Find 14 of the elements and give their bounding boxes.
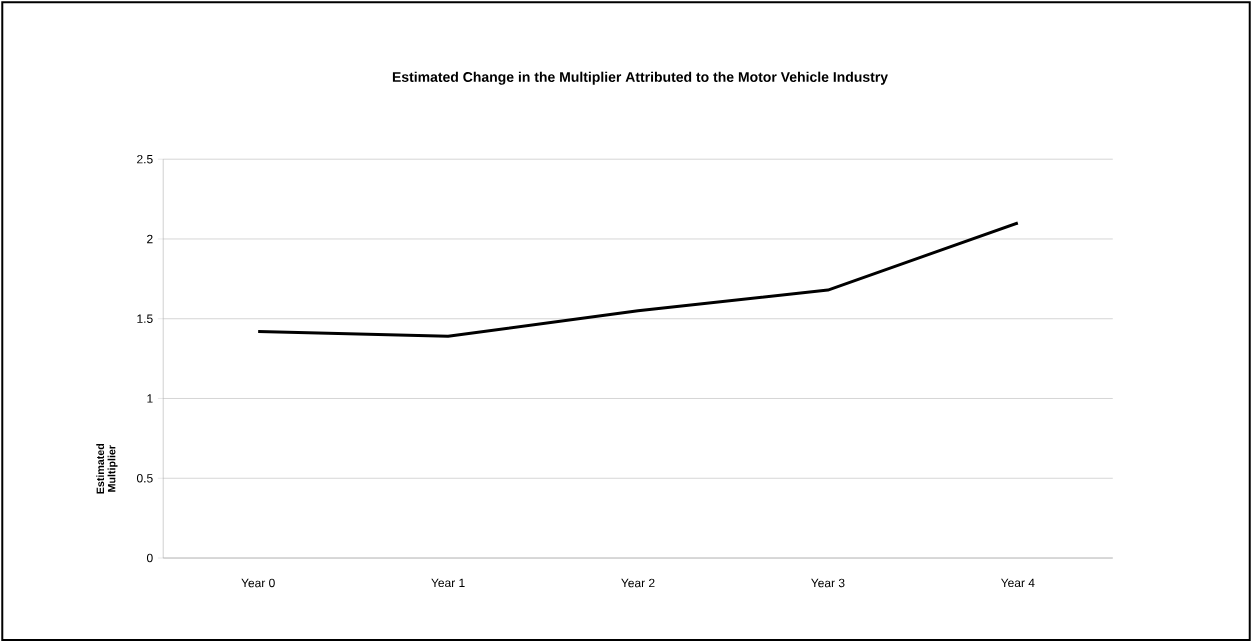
x-tick-label: Year 4 bbox=[1000, 578, 1035, 587]
x-tick-label: Year 1 bbox=[431, 578, 465, 587]
x-tick-label: Year 2 bbox=[621, 578, 655, 588]
y-tick-label: 1.5 bbox=[137, 314, 153, 323]
y-tick-label: 0.5 bbox=[136, 473, 153, 483]
y-tick-label: 0 bbox=[146, 553, 153, 563]
line-series bbox=[256, 221, 1020, 338]
y-tick-label: 2.5 bbox=[137, 154, 153, 164]
chart-title: Estimated Change in the Multiplier Attributed to the Motor Vehicle Industry bbox=[392, 71, 888, 85]
y-tick-label: 1 bbox=[147, 394, 153, 403]
y-tick-label: 2 bbox=[147, 234, 153, 244]
y-axis-title: Estimated Multiplier bbox=[96, 443, 118, 494]
x-tick-label: Year 3 bbox=[811, 578, 845, 588]
x-tick-label: Year 0 bbox=[241, 578, 275, 588]
